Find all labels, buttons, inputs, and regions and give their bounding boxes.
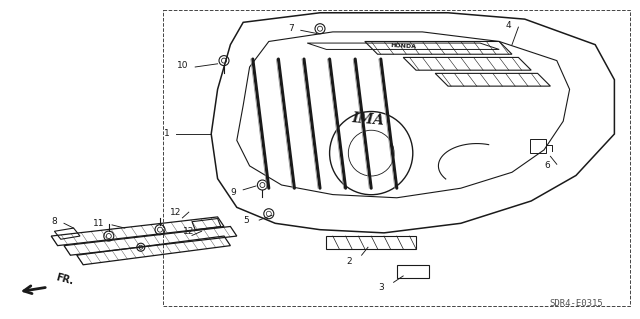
Text: 5: 5: [244, 216, 249, 225]
Text: 3: 3: [378, 283, 383, 292]
Text: SDR4-E0315: SDR4-E0315: [549, 299, 603, 308]
Bar: [530, 139, 545, 153]
Text: 2: 2: [346, 257, 351, 266]
Text: 10: 10: [177, 61, 188, 70]
Text: 6: 6: [545, 161, 550, 170]
Text: IMA: IMA: [351, 111, 385, 128]
Text: 8: 8: [52, 217, 57, 226]
Text: 1: 1: [164, 130, 169, 138]
Text: FR.: FR.: [54, 272, 74, 286]
Text: 11: 11: [93, 219, 105, 228]
Text: 12: 12: [170, 208, 182, 217]
Bar: [163, 10, 630, 306]
Text: 4: 4: [506, 21, 511, 30]
Text: 9: 9: [231, 189, 236, 197]
Text: 12: 12: [183, 227, 195, 236]
Text: 7: 7: [289, 24, 294, 33]
Text: HONDA: HONDA: [390, 43, 416, 49]
